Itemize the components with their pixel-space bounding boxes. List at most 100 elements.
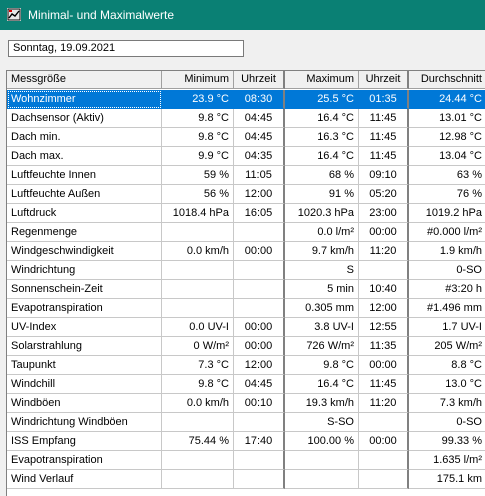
cell-minimum: 9.8 °C <box>162 128 234 147</box>
table-row[interactable]: Wind Verlauf 175.1 km <box>7 470 485 489</box>
cell-min-uhrzeit: 00:00 <box>234 318 285 337</box>
cell-min-uhrzeit: 17:40 <box>234 432 285 451</box>
table-row[interactable]: Dach min. 9.8 °C 04:45 16.3 °C 11:45 12.98 °C <box>7 128 485 147</box>
cell-maximum: 100.00 % <box>285 432 359 451</box>
cell-messgroesse: Dach max. <box>7 147 162 166</box>
table-row[interactable]: Regenmenge 0.0 l/m² 00:00 #0.000 l/m² <box>7 223 485 242</box>
table-row[interactable]: ISS Empfang 75.44 % 17:40 100.00 % 00:00 99.3… <box>7 432 485 451</box>
cell-maximum: 0.0 l/m² <box>285 223 359 242</box>
table-row[interactable]: Windrichtung S 0-SO <box>7 261 485 280</box>
cell-max-uhrzeit <box>359 451 409 470</box>
cell-minimum: 0.0 km/h <box>162 242 234 261</box>
cell-min-uhrzeit: 04:45 <box>234 109 285 128</box>
table-row[interactable]: Windböen 0.0 km/h 00:10 19.3 km/h 11:20 7.3 k… <box>7 394 485 413</box>
cell-max-uhrzeit: 00:00 <box>359 432 409 451</box>
table-row[interactable]: Windgeschwindigkeit 0.0 km/h 00:00 9.7 km/h… <box>7 242 485 261</box>
table-row[interactable]: Taupunkt 7.3 °C 12:00 9.8 °C 00:00 8.8 °C <box>7 356 485 375</box>
cell-durchschnitt: #3:20 h <box>409 280 485 299</box>
cell-minimum <box>162 451 234 470</box>
cell-max-uhrzeit: 01:35 <box>359 90 409 109</box>
table-row[interactable]: Luftfeuchte Innen 59 % 11:05 68 % 09:10 63 % <box>7 166 485 185</box>
cell-messgroesse: Windrichtung Windböen <box>7 413 162 432</box>
cell-minimum: 59 % <box>162 166 234 185</box>
cell-durchschnitt: 99.33 % <box>409 432 485 451</box>
header-minimum[interactable]: Minimum <box>162 71 234 89</box>
cell-max-uhrzeit: 09:10 <box>359 166 409 185</box>
header-min-uhrzeit[interactable]: Uhrzeit <box>234 71 285 89</box>
cell-maximum: 68 % <box>285 166 359 185</box>
cell-minimum: 9.8 °C <box>162 109 234 128</box>
cell-min-uhrzeit <box>234 223 285 242</box>
cell-max-uhrzeit <box>359 470 409 489</box>
table-row[interactable]: Luftfeuchte Außen 56 % 12:00 91 % 05:20 76 % <box>7 185 485 204</box>
cell-durchschnitt: 12.98 °C <box>409 128 485 147</box>
cell-maximum: 16.4 °C <box>285 109 359 128</box>
table-row[interactable]: Windchill 9.8 °C 04:45 16.4 °C 11:45 13.0 °C <box>7 375 485 394</box>
cell-min-uhrzeit: 04:45 <box>234 128 285 147</box>
cell-messgroesse: Dach min. <box>7 128 162 147</box>
cell-durchschnitt: 0-SO <box>409 413 485 432</box>
cell-min-uhrzeit <box>234 451 285 470</box>
header-messgroesse[interactable]: Messgröße <box>7 71 162 89</box>
cell-maximum <box>285 451 359 470</box>
cell-durchschnitt: 1.635 l/m² <box>409 451 485 470</box>
cell-min-uhrzeit: 12:00 <box>234 356 285 375</box>
cell-minimum <box>162 413 234 432</box>
date-field[interactable]: Sonntag, 19.09.2021 <box>8 40 244 57</box>
cell-min-uhrzeit <box>234 280 285 299</box>
weather-station-icon <box>7 8 21 21</box>
cell-minimum <box>162 470 234 489</box>
cell-minimum: 9.8 °C <box>162 375 234 394</box>
cell-minimum <box>162 223 234 242</box>
header-maximum[interactable]: Maximum <box>285 71 359 89</box>
cell-messgroesse: Luftdruck <box>7 204 162 223</box>
cell-durchschnitt: 175.1 km <box>409 470 485 489</box>
cell-maximum: 726 W/m² <box>285 337 359 356</box>
cell-max-uhrzeit: 12:00 <box>359 299 409 318</box>
cell-messgroesse: ISS Empfang <box>7 432 162 451</box>
cell-messgroesse: Windchill <box>7 375 162 394</box>
table-row[interactable]: UV-Index 0.0 UV-I 00:00 3.8 UV-I 12:55 1.7 UV… <box>7 318 485 337</box>
window-title: Minimal- und Maximalwerte <box>28 8 175 22</box>
cell-minimum <box>162 261 234 280</box>
cell-max-uhrzeit <box>359 261 409 280</box>
cell-min-uhrzeit <box>234 470 285 489</box>
cell-maximum: 9.8 °C <box>285 356 359 375</box>
cell-durchschnitt: #0.000 l/m² <box>409 223 485 242</box>
cell-durchschnitt: #1.496 mm <box>409 299 485 318</box>
table-row[interactable]: Solarstrahlung 0 W/m² 00:00 726 W/m² 11:35 20… <box>7 337 485 356</box>
title-bar: Minimal- und Maximalwerte <box>0 0 485 30</box>
header-durchschnitt[interactable]: Durchschnitt <box>409 71 485 89</box>
table-row[interactable]: Dach max. 9.9 °C 04:35 16.4 °C 11:45 13.04 °C <box>7 147 485 166</box>
table-row[interactable]: Wohnzimmer 23.9 °C 08:30 25.5 °C 01:35 24.44 … <box>7 90 485 109</box>
cell-max-uhrzeit: 11:45 <box>359 109 409 128</box>
cell-minimum: 0 W/m² <box>162 337 234 356</box>
cell-minimum: 1018.4 hPa <box>162 204 234 223</box>
cell-maximum: 5 min <box>285 280 359 299</box>
cell-maximum: 91 % <box>285 185 359 204</box>
cell-messgroesse: Windböen <box>7 394 162 413</box>
cell-max-uhrzeit: 11:20 <box>359 394 409 413</box>
table-row[interactable]: Luftdruck 1018.4 hPa 16:05 1020.3 hPa 23:00 1… <box>7 204 485 223</box>
cell-maximum: 16.4 °C <box>285 147 359 166</box>
cell-durchschnitt: 1.7 UV-I <box>409 318 485 337</box>
cell-maximum: S-SO <box>285 413 359 432</box>
cell-durchschnitt: 13.0 °C <box>409 375 485 394</box>
cell-minimum <box>162 299 234 318</box>
table-row[interactable]: Dachsensor (Aktiv) 9.8 °C 04:45 16.4 °C 11:4… <box>7 109 485 128</box>
cell-min-uhrzeit: 11:05 <box>234 166 285 185</box>
cell-messgroesse: Regenmenge <box>7 223 162 242</box>
cell-min-uhrzeit: 08:30 <box>234 90 285 109</box>
header-max-uhrzeit[interactable]: Uhrzeit <box>359 71 409 89</box>
table-row[interactable]: Evapotranspiration 1.635 l/m² <box>7 451 485 470</box>
table-row[interactable]: Windrichtung Windböen S-SO 0-SO <box>7 413 485 432</box>
min-max-table[interactable]: Messgröße Minimum Uhrzeit Maximum Uhrzei… <box>6 70 485 496</box>
cell-max-uhrzeit: 00:00 <box>359 223 409 242</box>
cell-minimum <box>162 280 234 299</box>
cell-max-uhrzeit: 11:45 <box>359 375 409 394</box>
cell-messgroesse: Windrichtung <box>7 261 162 280</box>
cell-minimum: 9.9 °C <box>162 147 234 166</box>
table-row[interactable]: Evapotranspiration 0.305 mm 12:00 #1.496 mm <box>7 299 485 318</box>
table-row[interactable]: Sonnenschein-Zeit 5 min 10:40 #3:20 h <box>7 280 485 299</box>
cell-durchschnitt: 205 W/m² <box>409 337 485 356</box>
